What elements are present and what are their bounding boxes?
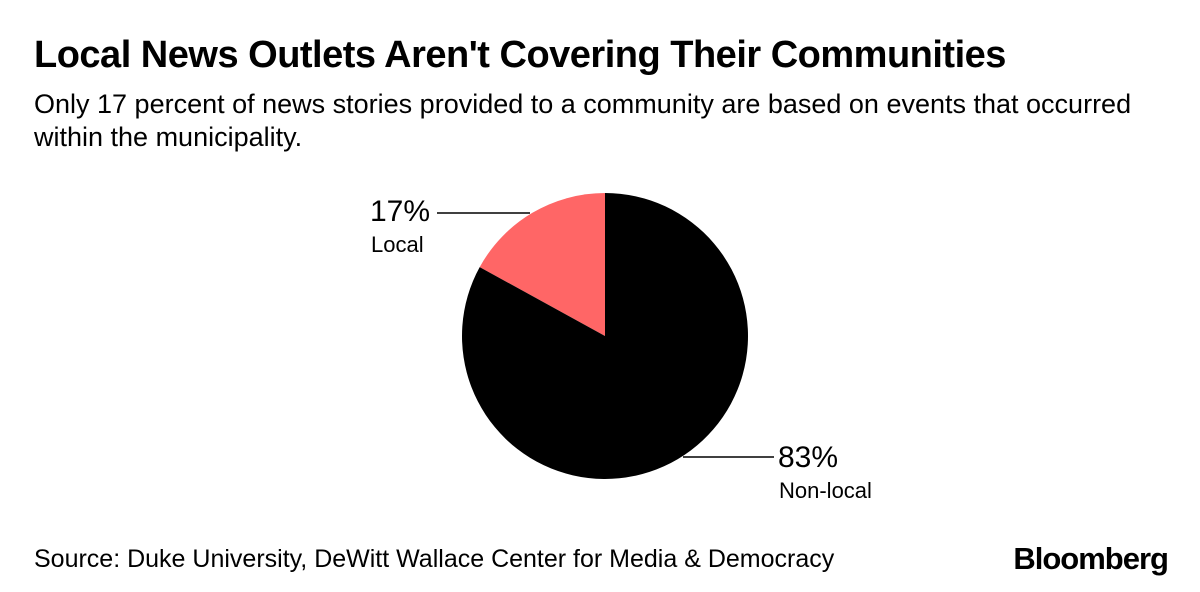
data-label-local-pct: 17% — [370, 195, 430, 228]
bloomberg-logo: Bloomberg — [1013, 541, 1169, 576]
data-label-local-name: Local — [371, 232, 424, 257]
data-label-non-local-pct: 83% — [778, 441, 838, 474]
data-label-non-local-name: Non-local — [779, 478, 872, 503]
source-note: Source: Duke University, DeWitt Wallace … — [34, 545, 835, 573]
chart-subtitle: Only 17 percent of news stories provided… — [34, 89, 1132, 152]
chart-title: Local News Outlets Aren't Covering Their… — [34, 34, 1006, 76]
pie-slice-local — [479, 193, 605, 336]
pie-slice-non-local — [462, 192, 749, 480]
